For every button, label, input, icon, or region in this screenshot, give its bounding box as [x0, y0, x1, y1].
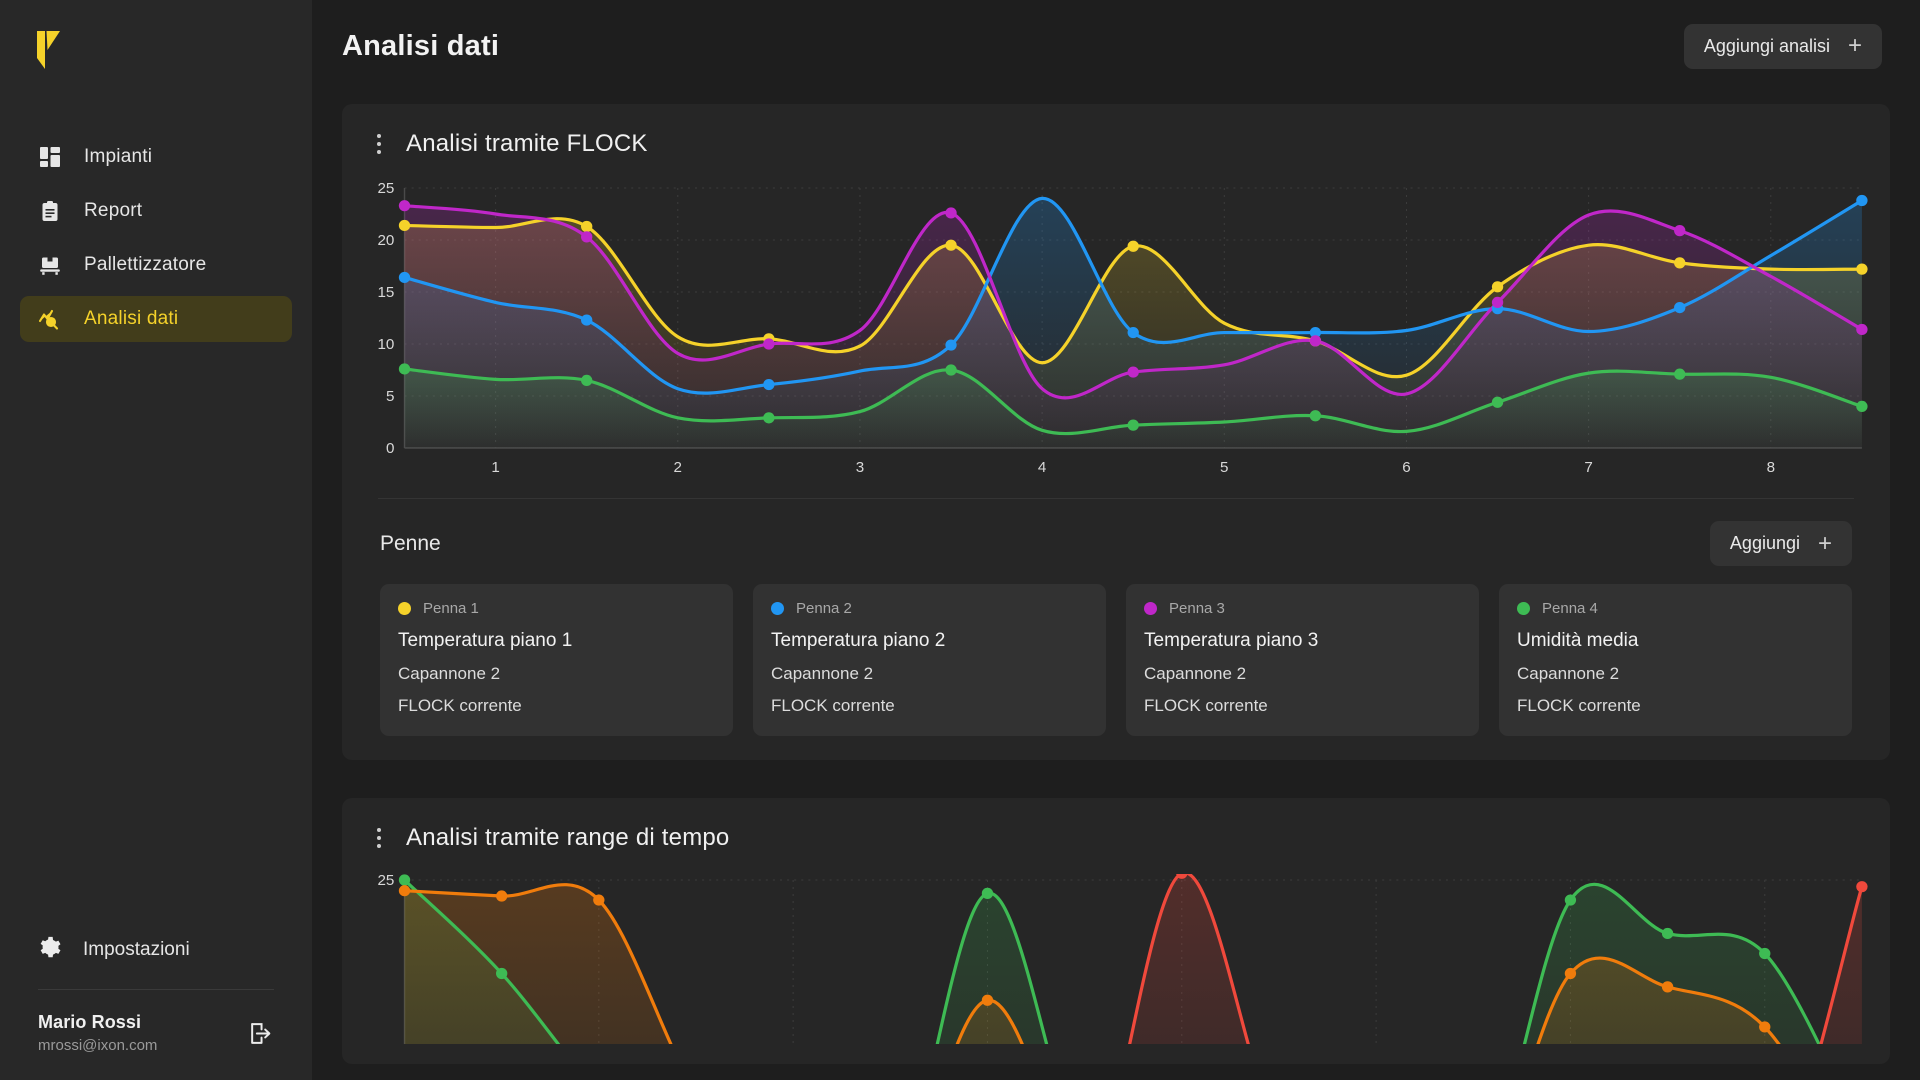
sidebar-nav: Impianti Report [0, 134, 312, 342]
pen-card[interactable]: Penna 3 Temperatura piano 3 Capannone 2 FLO… [1126, 584, 1479, 736]
sidebar-item-impianti[interactable]: Impianti [20, 134, 292, 180]
page-topbar: Analisi dati Aggiungi analisi + [312, 0, 1920, 92]
sidebar-item-label: Report [84, 200, 143, 221]
user-meta: Mario Rossi mrossi@ixon.com [38, 1012, 246, 1054]
sidebar-item-pallettizzatore[interactable]: Pallettizzatore [20, 242, 292, 288]
sidebar-item-analisi-dati[interactable]: Analisi dati [20, 296, 292, 342]
sidebar-item-label: Analisi dati [84, 308, 179, 329]
panel-analisi-range-tempo: Analisi tramite range di tempo [342, 798, 1890, 1064]
svg-text:0: 0 [386, 440, 394, 457]
pen-tag: Penna 1 [423, 600, 479, 617]
panel-title: Analisi tramite range di tempo [406, 824, 730, 851]
svg-text:1: 1 [491, 459, 499, 476]
pen-source: FLOCK corrente [1517, 696, 1641, 715]
svg-text:25: 25 [378, 180, 395, 197]
flock-chart[interactable]: 0 5 10 15 20 25 1 2 3 4 5 6 7 8 [362, 180, 1870, 480]
svg-text:5: 5 [386, 388, 394, 405]
main-content: Analisi dati Aggiungi analisi + Analisi … [312, 0, 1920, 1080]
pen-card-grid: Penna 1 Temperatura piano 1 Capannone 2 FLO… [362, 566, 1870, 740]
clipboard-icon [38, 199, 62, 223]
sidebar-item-report[interactable]: Report [20, 188, 292, 234]
svg-text:6: 6 [1402, 459, 1410, 476]
pen-card[interactable]: Penna 2 Temperatura piano 2 Capannone 2 FLO… [753, 584, 1106, 736]
pen-name: Temperatura piano 3 [1144, 630, 1319, 651]
penne-header: Penne Aggiungi + [362, 499, 1870, 566]
svg-text:5: 5 [1220, 459, 1228, 476]
analytics-icon [38, 307, 62, 331]
user-panel: Mario Rossi mrossi@ixon.com [20, 1012, 292, 1054]
pen-color-dot [1144, 602, 1157, 615]
add-pen-button[interactable]: Aggiungi + [1709, 521, 1852, 566]
svg-text:3: 3 [856, 459, 864, 476]
panel-header: Analisi tramite FLOCK [362, 126, 1870, 158]
kebab-menu-icon[interactable] [376, 828, 382, 848]
range-tempo-chart[interactable]: 25 [362, 874, 1870, 1044]
pen-card[interactable]: Penna 1 Temperatura piano 1 Capannone 2 FLO… [380, 584, 733, 736]
palletizer-icon [38, 253, 62, 277]
svg-text:4: 4 [1038, 459, 1046, 476]
user-name: Mario Rossi [38, 1012, 142, 1032]
add-pen-label: Aggiungi [1729, 533, 1800, 553]
pen-location: Capannone 2 [1517, 664, 1620, 683]
settings-label: Impostazioni [83, 939, 190, 960]
pen-tag: Penna 2 [796, 600, 852, 617]
kebab-menu-icon[interactable] [376, 134, 382, 154]
pen-card-header: Penna 2 [771, 600, 1088, 617]
pen-card-header: Penna 4 [1517, 600, 1834, 617]
range-tempo-chart-svg: 25 [378, 874, 1868, 1044]
svg-text:20: 20 [378, 232, 395, 249]
panel-analisi-flock: Analisi tramite FLOCK [342, 104, 1890, 760]
sidebar: Impianti Report [0, 0, 312, 1080]
pen-source: FLOCK corrente [1144, 696, 1268, 715]
gear-icon [38, 936, 61, 965]
sidebar-item-impostazioni[interactable]: Impostazioni [20, 927, 292, 973]
add-analysis-label: Aggiungi analisi [1703, 35, 1830, 56]
sidebar-footer: Impostazioni Mario Rossi mrossi@ixon.com [0, 927, 312, 1080]
pen-color-dot [1517, 602, 1530, 615]
pen-tag: Penna 4 [1542, 600, 1598, 617]
panel-title: Analisi tramite FLOCK [406, 130, 648, 157]
panel-header: Analisi tramite range di tempo [362, 820, 1870, 852]
add-analysis-button[interactable]: Aggiungi analisi + [1683, 23, 1882, 69]
pen-source: FLOCK corrente [398, 696, 522, 715]
app-logo[interactable] [0, 0, 312, 104]
dashboard-icon [38, 145, 62, 169]
pen-location: Capannone 2 [771, 664, 874, 683]
plus-icon: + [1817, 529, 1832, 557]
pen-card-header: Penna 3 [1144, 600, 1461, 617]
pen-location: Capannone 2 [398, 664, 501, 683]
logout-icon[interactable] [246, 1019, 274, 1047]
svg-text:7: 7 [1584, 459, 1592, 476]
pen-color-dot [771, 602, 784, 615]
pen-color-dot [398, 602, 411, 615]
svg-text:15: 15 [378, 284, 395, 301]
plus-icon: + [1847, 32, 1862, 59]
flock-chart-svg: 0 5 10 15 20 25 1 2 3 4 5 6 7 8 [378, 180, 1868, 476]
svg-text:10: 10 [378, 336, 395, 353]
pen-name: Temperatura piano 1 [398, 630, 573, 651]
svg-text:2: 2 [674, 459, 682, 476]
v-logo-icon [37, 31, 60, 69]
sidebar-item-label: Impianti [84, 146, 153, 167]
pen-name: Umidità media [1517, 630, 1639, 651]
pen-location: Capannone 2 [1144, 664, 1247, 683]
panel-separator [378, 498, 1854, 499]
pen-card[interactable]: Penna 4 Umidità media Capannone 2 FLOCK cor… [1499, 584, 1852, 736]
penne-label: Penne [380, 531, 441, 555]
pen-card-header: Penna 1 [398, 600, 715, 617]
svg-text:8: 8 [1767, 459, 1775, 476]
sidebar-divider [38, 989, 274, 990]
sidebar-item-label: Pallettizzatore [84, 254, 207, 275]
svg-text:25: 25 [378, 874, 395, 889]
pen-source: FLOCK corrente [771, 696, 895, 715]
pen-name: Temperatura piano 2 [771, 630, 946, 651]
user-email: mrossi@ixon.com [38, 1037, 158, 1054]
pen-tag: Penna 3 [1169, 600, 1225, 617]
page-title: Analisi dati [342, 29, 500, 62]
